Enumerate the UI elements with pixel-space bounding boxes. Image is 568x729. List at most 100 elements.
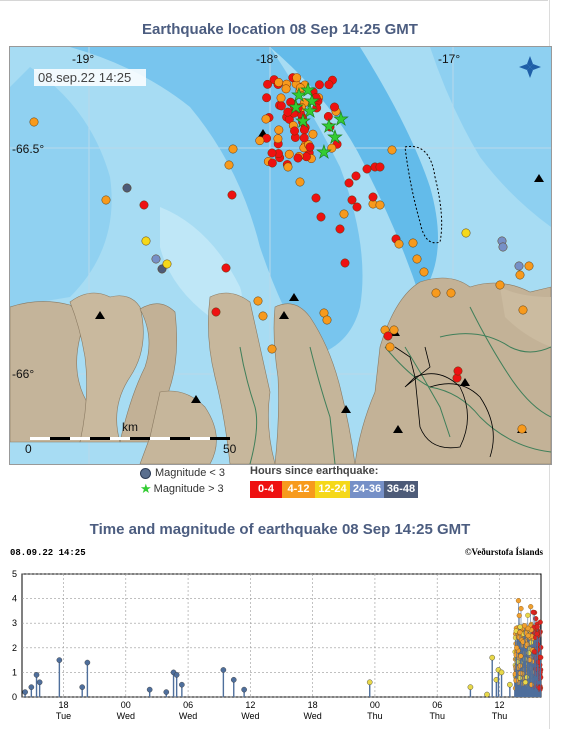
- hours-12-24: 12-24: [315, 481, 350, 498]
- quake-dot: [283, 162, 293, 172]
- shelf-east: [430, 47, 551, 227]
- quake-dot: [29, 117, 39, 127]
- x-tick-time: 06: [183, 700, 193, 710]
- x-tick-time: 06: [432, 700, 442, 710]
- land-east-hills: [500, 287, 551, 347]
- quake-dot: [389, 325, 399, 335]
- quake-dot: [517, 424, 527, 434]
- quake-dot: [276, 93, 286, 103]
- y-tick-label: 1: [12, 667, 17, 677]
- quake-dot: [221, 263, 231, 273]
- event-point: [526, 657, 532, 663]
- scale-seg: [30, 437, 50, 440]
- quake-dot: [101, 195, 111, 205]
- quake-dot: [286, 97, 296, 107]
- event-point: [517, 624, 523, 630]
- quake-dot: [122, 183, 132, 193]
- quake-dot: [261, 114, 271, 124]
- x-tick-time: 12: [494, 700, 504, 710]
- x-tick-day: Wed: [179, 711, 197, 721]
- event-point: [525, 612, 531, 618]
- event-point: [366, 679, 373, 686]
- caldera-outline: [414, 373, 468, 449]
- event-point: [518, 606, 524, 612]
- quake-dot: [139, 200, 149, 210]
- event-point: [146, 686, 153, 693]
- y-tick-label: 3: [12, 618, 17, 628]
- quake-dot: [141, 236, 151, 246]
- quake-dot: [224, 160, 234, 170]
- quake-dot: [283, 107, 293, 117]
- quake-dot: [408, 238, 418, 248]
- event-point: [513, 677, 519, 684]
- trench-east: [270, 47, 438, 297]
- large-quake-star: ★: [302, 101, 318, 121]
- x-tick-day: Tue: [56, 711, 71, 721]
- earthquake-markers: ★★★★★ ★★★★★: [29, 73, 534, 434]
- quake-dot: [299, 133, 309, 143]
- quake-dot: [340, 258, 350, 268]
- quake-dot: [273, 134, 283, 144]
- land-east: [354, 277, 551, 464]
- legend-magnitude-large: ★ Magnitude > 3: [140, 481, 224, 497]
- x-tick-day: Thu: [367, 711, 383, 721]
- quake-dot: [362, 164, 372, 174]
- chart-title: Time and magnitude of earthquake 08 Sep …: [89, 521, 471, 538]
- lon-label-19: -19°: [72, 52, 94, 66]
- quake-dot: [276, 101, 286, 111]
- station-triangle: [279, 311, 289, 319]
- quake-dot: [314, 80, 324, 90]
- event-point: [28, 684, 35, 690]
- event-point: [517, 663, 523, 669]
- quake-dot: [162, 259, 172, 269]
- quake-dot: [453, 366, 463, 376]
- scale-unit: km: [122, 420, 138, 434]
- event-point: [537, 619, 543, 625]
- quake-dot: [495, 280, 505, 290]
- event-point: [525, 625, 531, 631]
- event-point: [525, 633, 531, 639]
- quake-dot: [323, 111, 333, 121]
- quake-dot: [347, 195, 357, 205]
- quake-dot: [524, 261, 534, 271]
- y-tick-label: 0: [12, 692, 17, 702]
- scale-bar: km 0 50: [25, 420, 237, 456]
- x-tick-time: 00: [121, 700, 131, 710]
- station-triangle: [393, 425, 403, 433]
- road: [404, 346, 451, 438]
- event-point: [526, 650, 532, 656]
- event-point: [520, 639, 526, 645]
- quake-dot: [368, 192, 378, 202]
- scale-seg: [70, 437, 90, 440]
- scale-seg: [110, 437, 130, 440]
- event-point: [538, 654, 544, 660]
- chart-timestamp: 08.09.22 14:25: [10, 548, 86, 558]
- quake-dot: [263, 79, 273, 89]
- quake-dot: [258, 311, 268, 321]
- quake-dot: [293, 153, 303, 163]
- quake-dot: [412, 254, 422, 264]
- quake-dot: [330, 102, 339, 112]
- lat-label-66-5: -66.5°: [12, 142, 44, 156]
- large-quake-star: ★: [291, 85, 307, 105]
- station-triangle: [289, 293, 299, 301]
- quake-dot: [292, 73, 302, 83]
- event-point: [524, 641, 530, 647]
- quake-dot: [301, 152, 311, 162]
- large-quake-star: ★: [300, 80, 316, 100]
- quake-dot: [262, 93, 272, 103]
- y-grid: 0 1 2 3 4 5: [12, 569, 541, 702]
- event-point: [533, 616, 539, 622]
- quake-dot: [325, 122, 335, 132]
- station-triangle: [95, 311, 105, 319]
- quake-dot: [394, 239, 404, 249]
- quake-dot: [518, 305, 528, 315]
- large-quake-star: ★: [333, 109, 349, 129]
- quake-dot: [461, 228, 471, 238]
- large-quake-star: ★: [288, 97, 304, 117]
- quake-dot: [339, 209, 349, 219]
- legend-label-small: Magnitude < 3: [155, 467, 226, 479]
- quake-dot: [295, 177, 305, 187]
- event-point: [79, 684, 86, 690]
- y-tick-label: 4: [12, 594, 17, 604]
